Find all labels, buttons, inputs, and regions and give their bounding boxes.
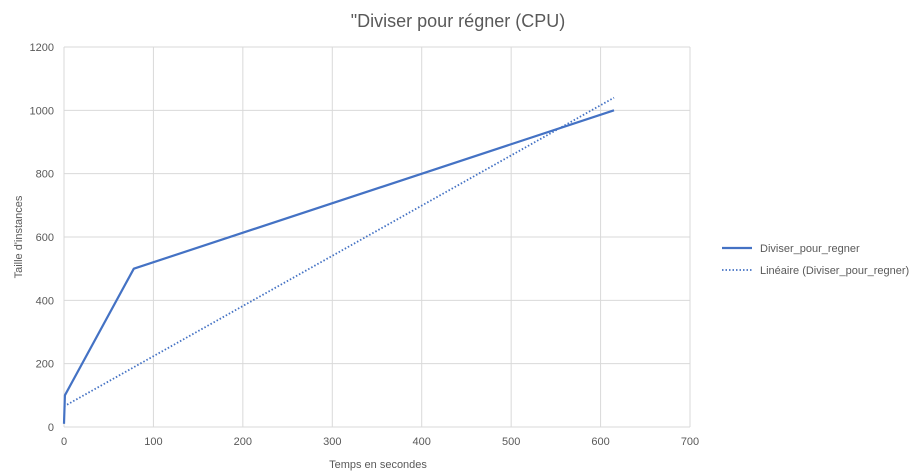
x-axis-ticks: 0 100 200 300 400 500 600 700 bbox=[61, 436, 699, 448]
grid bbox=[63, 46, 691, 428]
data-series-line bbox=[62, 109, 615, 424]
y-axis-ticks: 0 200 400 600 800 1000 1200 bbox=[30, 42, 54, 434]
x-tick-label: 200 bbox=[234, 436, 252, 448]
x-tick-label: 300 bbox=[323, 436, 341, 448]
x-tick-label: 0 bbox=[61, 436, 67, 448]
legend: Diviser_pour_regner Linéaire (Diviser_pou… bbox=[722, 243, 909, 277]
trendline-series bbox=[63, 96, 615, 408]
y-tick-label: 400 bbox=[36, 295, 54, 307]
x-tick-label: 100 bbox=[144, 436, 162, 448]
y-tick-label: 0 bbox=[48, 422, 54, 434]
x-tick-label: 600 bbox=[591, 436, 609, 448]
legend-label: Diviser_pour_regner bbox=[760, 243, 860, 255]
x-tick-label: 500 bbox=[502, 436, 520, 448]
y-tick-label: 1000 bbox=[30, 105, 54, 117]
legend-label: Linéaire (Diviser_pour_regner) bbox=[760, 265, 909, 277]
y-axis-title: Taille d'instances bbox=[13, 195, 25, 278]
x-tick-label: 400 bbox=[413, 436, 431, 448]
y-tick-label: 800 bbox=[36, 169, 54, 181]
x-axis-title: Temps en secondes bbox=[329, 459, 427, 471]
x-tick-label: 700 bbox=[681, 436, 699, 448]
y-tick-label: 200 bbox=[36, 359, 54, 371]
y-tick-label: 600 bbox=[36, 232, 54, 244]
chart-title: "Diviser pour régner (CPU) bbox=[351, 11, 565, 31]
series-lines bbox=[62, 96, 615, 424]
y-tick-label: 1200 bbox=[30, 42, 54, 54]
